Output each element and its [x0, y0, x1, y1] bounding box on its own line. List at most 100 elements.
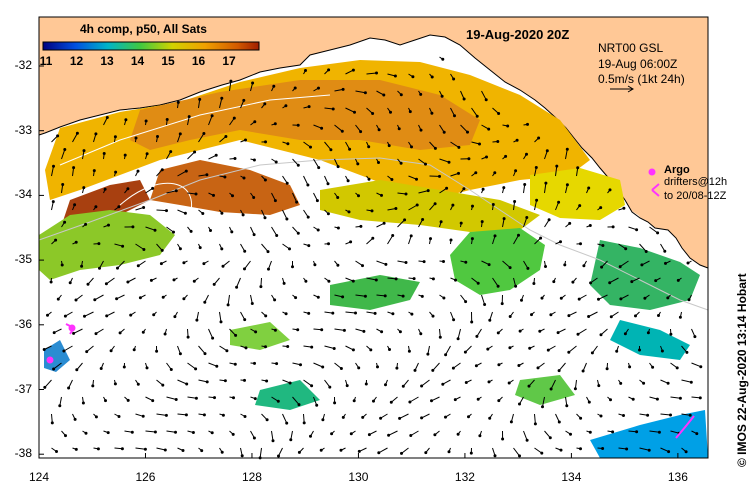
current-vector-head [330, 149, 332, 151]
current-vector-head [52, 201, 54, 203]
current-vector-head [179, 133, 181, 135]
current-vector-head [162, 296, 164, 298]
current-vector-head [277, 400, 279, 402]
current-vector-head [464, 351, 466, 353]
current-vector-head [177, 101, 179, 103]
current-vector-head [526, 217, 528, 219]
current-vector-head [61, 264, 63, 266]
current-vector-head [64, 221, 66, 223]
current-vector-head [243, 177, 245, 179]
current-vector-head [515, 170, 517, 172]
info-model: NRT00 GSL [598, 41, 663, 55]
current-vector-head [670, 333, 672, 335]
current-vector-head [689, 414, 691, 416]
current-vector-head [509, 347, 511, 349]
current-vector-head [97, 448, 99, 450]
current-vector-head [92, 385, 94, 387]
current-vector-head [430, 238, 432, 240]
x-tick-label: 132 [445, 470, 485, 484]
current-vector-head [475, 365, 477, 367]
current-vector-head [354, 111, 356, 113]
current-vector-head [541, 297, 543, 299]
current-vector-head [233, 397, 235, 399]
current-vector-head [392, 235, 394, 237]
current-vector-head [118, 416, 120, 418]
colorbar-tick-label: 14 [126, 54, 150, 68]
current-vector-head [287, 143, 289, 145]
current-vector-head [690, 381, 692, 383]
current-vector-head [360, 131, 362, 133]
current-vector-head [457, 338, 459, 340]
current-vector-head [300, 364, 302, 366]
current-vector-head [353, 400, 355, 402]
current-vector-head [606, 368, 608, 370]
current-vector-head [539, 330, 541, 332]
current-vector-head [244, 268, 246, 270]
current-vector-head [152, 187, 154, 189]
current-vector-head [589, 225, 591, 227]
current-vector-head [76, 132, 78, 134]
current-vector-head [416, 178, 418, 180]
current-vector-head [566, 184, 568, 186]
current-vector-head [342, 296, 344, 298]
current-vector-head [327, 213, 329, 215]
current-vector-head [362, 416, 364, 418]
y-tick-label: -37 [2, 382, 32, 396]
colorbar-tick-label: 16 [187, 54, 211, 68]
current-vector-head [609, 282, 611, 284]
current-vector-head [535, 167, 537, 169]
current-vector [682, 380, 692, 382]
current-vector-head [454, 399, 456, 401]
current-vector-head [86, 351, 88, 353]
current-vector-head [494, 172, 496, 174]
current-vector-head [333, 348, 335, 350]
current-vector-head [388, 145, 390, 147]
current-vector-head [144, 448, 146, 450]
current-vector-head [352, 349, 354, 351]
current-vector-head [644, 297, 646, 299]
current-vector-head [272, 440, 274, 442]
current-vector-head [137, 170, 139, 172]
current-vector-head [94, 299, 96, 301]
current-vector-head [127, 281, 129, 283]
current-vector-head [234, 158, 236, 160]
current-vector-head [402, 295, 404, 297]
current-vector-head [600, 207, 602, 209]
current-vector-head [443, 297, 445, 299]
current-vector-head [143, 249, 145, 251]
current-vector-head [64, 149, 66, 151]
current-vector-head [392, 313, 394, 315]
current-vector-head [443, 131, 445, 133]
current-vector-head [348, 211, 350, 213]
y-tick-label: -36 [2, 317, 32, 331]
current-vector-head [476, 335, 478, 337]
current-vector-head [389, 349, 391, 351]
x-tick-label: 124 [19, 470, 59, 484]
current-vector-head [108, 224, 110, 226]
current-vector-head [632, 398, 634, 400]
current-vector-head [579, 205, 581, 207]
current-vector-head [465, 301, 467, 303]
current-vector-head [362, 265, 364, 267]
current-vector-head [372, 237, 374, 239]
current-vector-head [519, 455, 521, 457]
current-vector-head [162, 384, 164, 386]
current-vector-head [244, 379, 246, 381]
current-vector-head [340, 449, 342, 451]
current-vector-head [274, 123, 276, 125]
current-vector-head [657, 232, 659, 234]
current-vector-head [222, 265, 224, 267]
current-vector-head [161, 169, 163, 171]
current-vector-head [44, 386, 46, 388]
current-vector-head [62, 184, 64, 186]
current-vector-head [384, 295, 386, 297]
current-vector-head [364, 295, 366, 297]
current-vector-head [479, 143, 481, 145]
current-vector-head [188, 116, 190, 118]
current-vector-head [396, 367, 398, 369]
current-vector-head [283, 282, 285, 284]
current-vector-head [195, 368, 197, 370]
x-tick-label: 136 [658, 470, 698, 484]
current-vector-head [529, 347, 531, 349]
